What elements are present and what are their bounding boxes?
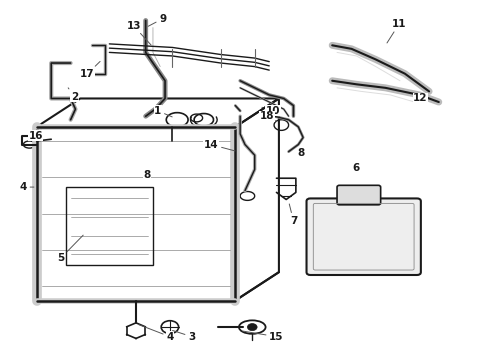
Text: 1: 1 — [154, 106, 172, 117]
Text: 8: 8 — [144, 170, 151, 180]
Text: 16: 16 — [28, 131, 43, 141]
Text: 15: 15 — [243, 331, 284, 342]
Text: 4: 4 — [20, 182, 34, 192]
Text: 7: 7 — [289, 204, 297, 226]
Text: 13: 13 — [126, 21, 151, 45]
Text: 11: 11 — [387, 19, 406, 43]
Text: 10: 10 — [262, 106, 280, 116]
Text: 3: 3 — [172, 330, 196, 342]
Text: 6: 6 — [353, 163, 360, 172]
Text: 18: 18 — [260, 111, 276, 122]
Text: 4: 4 — [139, 325, 173, 342]
Text: 5: 5 — [57, 235, 83, 263]
Text: 12: 12 — [413, 94, 428, 103]
Bar — [66, 187, 153, 265]
FancyBboxPatch shape — [307, 198, 421, 275]
Text: 9: 9 — [148, 14, 166, 26]
Text: 2: 2 — [68, 88, 78, 102]
Circle shape — [247, 324, 257, 330]
Text: 17: 17 — [80, 62, 100, 79]
Text: 8: 8 — [297, 148, 304, 158]
FancyBboxPatch shape — [337, 185, 381, 205]
Text: 14: 14 — [204, 140, 235, 151]
